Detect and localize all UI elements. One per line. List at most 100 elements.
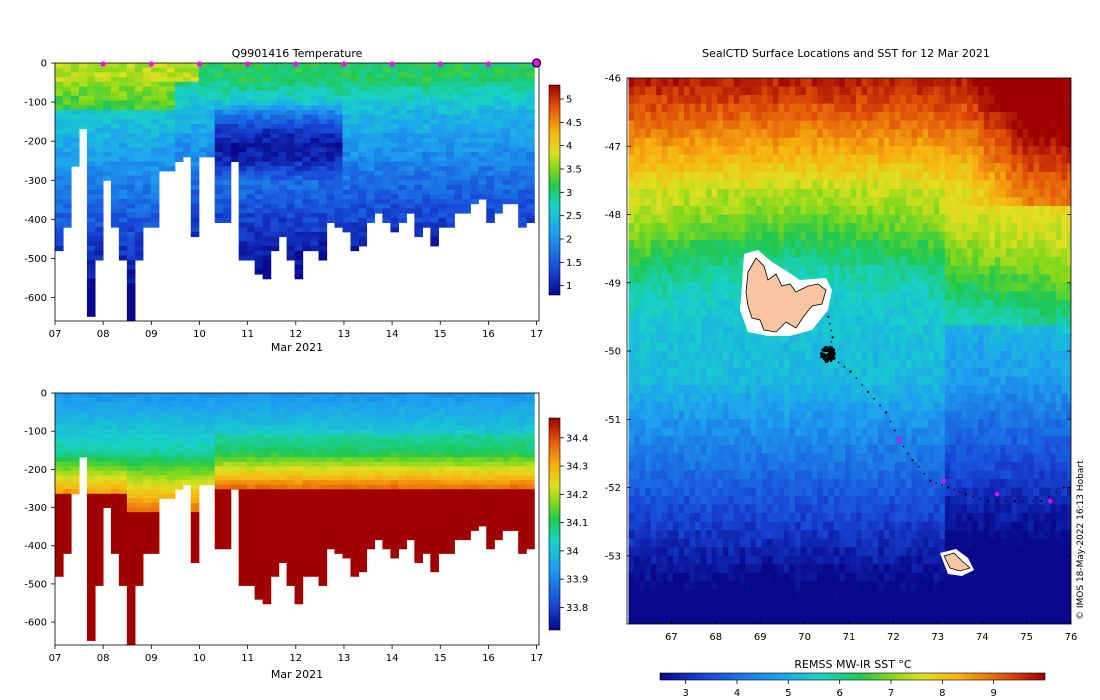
temperature-cell [294, 260, 304, 266]
sst-cell [667, 223, 674, 233]
temperature-cell [422, 128, 431, 134]
temperature-cell [414, 180, 423, 186]
temperature-cell [94, 194, 104, 200]
salinity-cell [142, 493, 152, 499]
salinity-cell [358, 512, 368, 518]
salinity-cell [526, 516, 535, 522]
salinity-cell [102, 397, 112, 403]
sst-cell [639, 572, 646, 582]
temperature-cell [118, 241, 128, 247]
sst-cell [639, 385, 646, 395]
salinity-cell [246, 470, 256, 476]
temperature-cell [438, 128, 447, 134]
salinity-cell [390, 393, 399, 399]
salinity-cell [182, 475, 192, 481]
salinity-cell [254, 434, 264, 440]
temperature-cell [326, 77, 336, 83]
salinity-cell [86, 411, 96, 417]
salinity-cell [414, 507, 423, 513]
sst-cell [650, 351, 657, 361]
temperature-cell [294, 245, 304, 252]
sst-cell [639, 402, 646, 412]
salinity-cell [342, 530, 352, 536]
sst-cell [656, 240, 663, 250]
salinity-cell [382, 493, 392, 499]
salinity-cell [86, 576, 96, 582]
salinity-cell [278, 498, 288, 504]
temperature-colorbar-ticks: 54.543.532.521.51 [560, 95, 582, 292]
sst-cell [678, 291, 685, 301]
salinity-cell [486, 452, 495, 458]
sst-cell [672, 112, 679, 122]
salinity-cell [174, 402, 184, 408]
temperature-cell [366, 133, 376, 139]
salinity-cell [110, 452, 120, 458]
temperature-cell [414, 142, 423, 148]
temperature-cell [366, 91, 376, 97]
temperature-cell [342, 175, 352, 181]
salinity-cell [134, 415, 144, 421]
salinity-cell [294, 507, 304, 513]
salinity-cell [294, 567, 304, 573]
temperature-cell [318, 161, 328, 167]
sst-cell [689, 103, 696, 113]
temperature-cell [374, 138, 384, 144]
temperature-cell [278, 77, 288, 83]
salinity-cell [222, 535, 232, 541]
temperature-cell [254, 109, 264, 116]
temperature-cell [206, 91, 216, 97]
temperature-cell [254, 217, 264, 223]
salinity-cell [270, 562, 280, 568]
temperature-cell [190, 217, 200, 223]
temperature-cell [126, 100, 136, 106]
salinity-cell [126, 438, 136, 444]
salinity-cell [310, 489, 320, 495]
temperature-cell [326, 91, 336, 97]
temperature-cell [502, 123, 511, 130]
salinity-cell [302, 466, 312, 472]
temperature-cell [246, 133, 256, 139]
salinity-cell [55, 461, 64, 467]
sst-cell [667, 487, 674, 497]
salinity-cell [55, 553, 64, 559]
salinity-cell [294, 590, 304, 596]
salinity-cell [422, 397, 431, 403]
temperature-cell [118, 114, 128, 120]
sst-cell [678, 205, 685, 215]
sst-cell [656, 248, 663, 258]
sst-cell [639, 521, 646, 531]
salinity-cell [318, 443, 328, 449]
temperature-cell [342, 114, 352, 120]
temperature-cell [382, 63, 392, 69]
salinity-cell [142, 489, 152, 495]
salinity-cell [126, 457, 136, 463]
salinity-cell [230, 434, 240, 440]
salinity-cell [126, 516, 136, 522]
temperature-cell [470, 95, 479, 102]
temperature-cell [262, 250, 272, 256]
salinity-cell [302, 525, 312, 531]
salinity-cell [382, 516, 392, 522]
temperature-cell [286, 170, 296, 177]
salinity-cell [142, 470, 152, 476]
temperature-cell [366, 203, 376, 209]
temperature-cell [326, 100, 336, 106]
salinity-cell [470, 447, 479, 454]
temperature-cell [86, 241, 96, 247]
temperature-cell [110, 109, 120, 116]
temperature-cell [246, 241, 256, 247]
temperature-cell [350, 128, 360, 134]
temperature-cell [454, 119, 463, 125]
sst-cell [684, 496, 691, 506]
temperature-cell [142, 72, 152, 78]
sst-cell [656, 282, 663, 292]
sst-cell [645, 308, 652, 318]
salinity-cell [158, 420, 168, 426]
temperature-cell [118, 170, 128, 177]
salinity-cell [374, 484, 384, 490]
salinity-cell [198, 411, 208, 417]
salinity-cell [118, 397, 128, 403]
sst-cell [650, 496, 657, 506]
salinity-cell [222, 502, 232, 509]
temperature-cell [302, 161, 312, 167]
